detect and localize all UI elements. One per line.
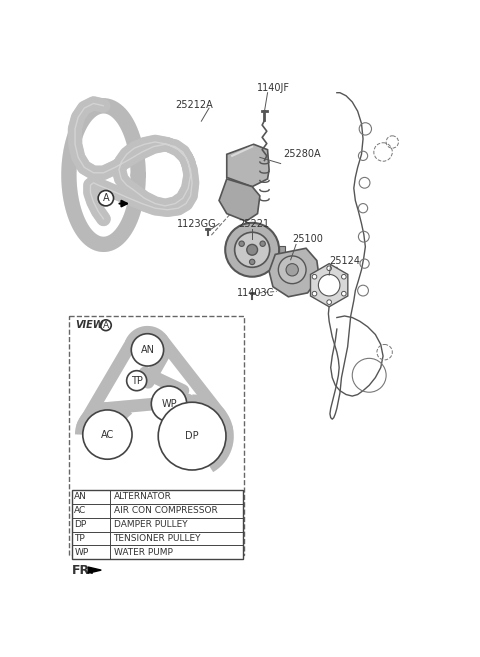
Text: A: A — [103, 193, 109, 203]
Text: WP: WP — [161, 399, 177, 409]
Circle shape — [247, 244, 258, 255]
Circle shape — [235, 233, 270, 267]
Text: DAMPER PULLEY: DAMPER PULLEY — [114, 520, 187, 529]
Text: 11403C: 11403C — [237, 288, 274, 298]
Circle shape — [327, 266, 332, 271]
Text: 1123GG: 1123GG — [177, 219, 216, 229]
Text: 25212A: 25212A — [175, 100, 213, 110]
Text: AIR CON COMPRESSOR: AIR CON COMPRESSOR — [114, 507, 217, 515]
Text: WP: WP — [74, 548, 88, 557]
Circle shape — [318, 275, 340, 296]
Circle shape — [286, 263, 299, 276]
Circle shape — [239, 241, 244, 246]
Bar — [69, 316, 244, 555]
Circle shape — [158, 402, 226, 470]
Circle shape — [342, 291, 346, 296]
Text: TP: TP — [131, 376, 143, 386]
Circle shape — [312, 275, 317, 279]
Text: AN: AN — [141, 345, 155, 355]
Text: AC: AC — [74, 507, 86, 515]
Text: TP: TP — [74, 534, 85, 543]
Circle shape — [278, 256, 306, 284]
Polygon shape — [227, 145, 269, 187]
Text: DP: DP — [185, 431, 199, 441]
Polygon shape — [279, 246, 285, 254]
Text: AC: AC — [101, 430, 114, 440]
Text: 1140JF: 1140JF — [257, 83, 290, 93]
Text: WATER PUMP: WATER PUMP — [114, 548, 172, 557]
Circle shape — [250, 260, 255, 265]
Text: 25124: 25124 — [329, 256, 360, 265]
Text: DP: DP — [74, 520, 86, 529]
Text: VIEW: VIEW — [75, 320, 104, 330]
Bar — [72, 490, 243, 559]
Polygon shape — [219, 179, 260, 221]
Polygon shape — [88, 567, 101, 573]
Text: 25100: 25100 — [292, 234, 323, 244]
Text: ALTERNATOR: ALTERNATOR — [114, 493, 171, 501]
Circle shape — [260, 241, 265, 246]
Circle shape — [327, 300, 332, 304]
Circle shape — [151, 386, 187, 422]
Text: AN: AN — [74, 493, 87, 501]
Text: TENSIONER PULLEY: TENSIONER PULLEY — [114, 534, 201, 543]
Polygon shape — [311, 263, 348, 307]
Circle shape — [83, 410, 132, 459]
Text: FR.: FR. — [72, 564, 95, 577]
Circle shape — [312, 291, 317, 296]
Circle shape — [131, 334, 164, 366]
Circle shape — [98, 191, 114, 206]
Circle shape — [342, 275, 346, 279]
Circle shape — [225, 223, 279, 277]
Text: 25221: 25221 — [238, 219, 269, 229]
Text: A: A — [103, 321, 109, 330]
Circle shape — [127, 371, 147, 391]
Polygon shape — [269, 248, 319, 297]
Text: 25280A: 25280A — [283, 149, 321, 159]
